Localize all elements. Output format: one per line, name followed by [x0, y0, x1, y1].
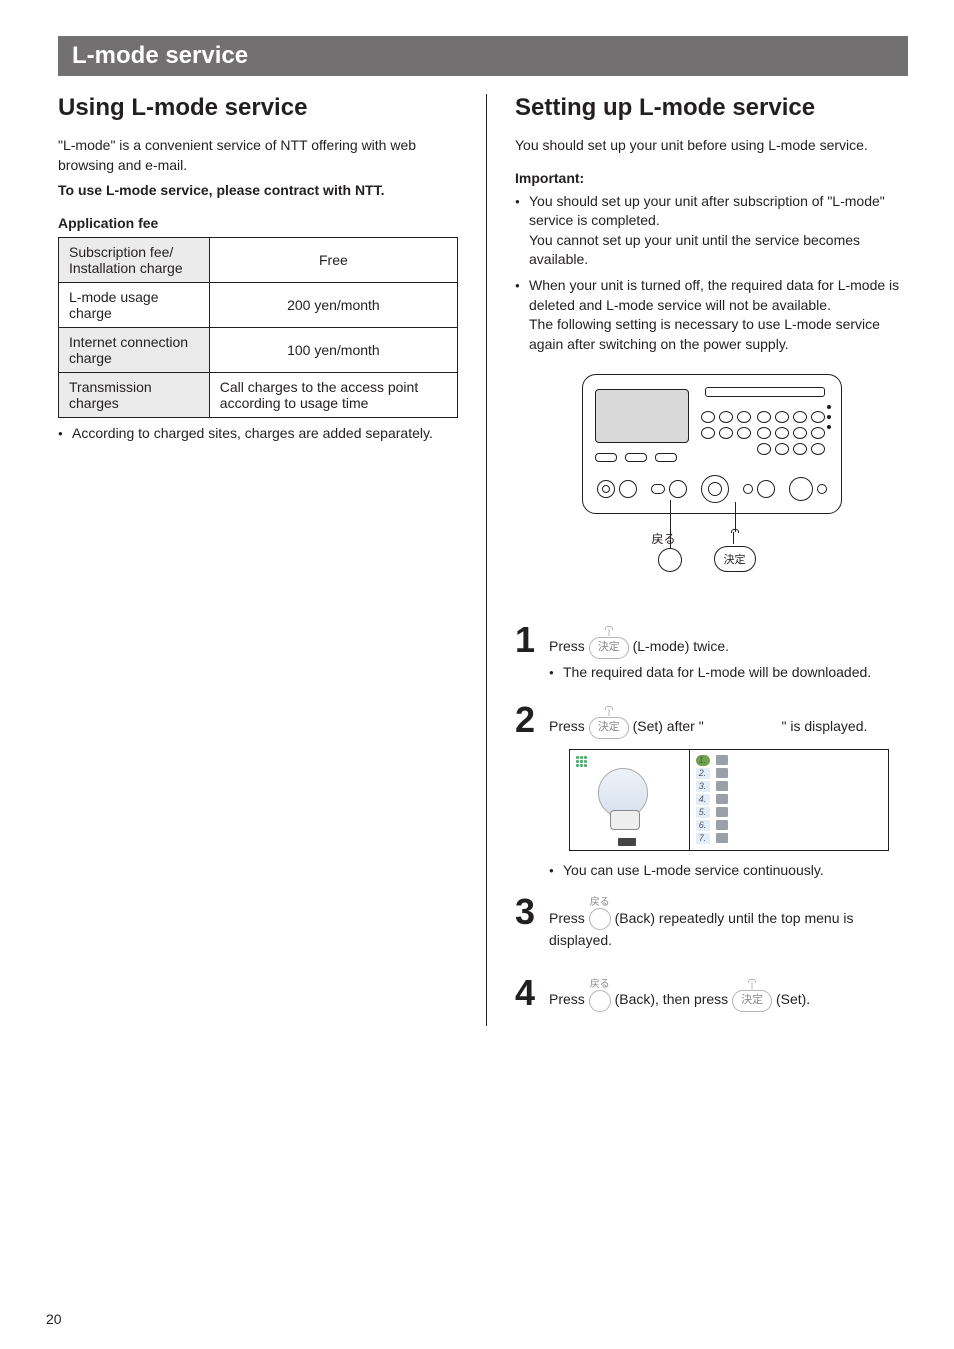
step-1: 1 Press 決定 (L-mode) twice. The required …	[515, 622, 908, 682]
step-text: " is displayed.	[781, 718, 867, 734]
step-text: (Set) after "	[633, 718, 704, 734]
set-button-icon: 決定	[589, 717, 629, 739]
list-item: 2.	[696, 767, 882, 780]
table-row: Transmission charges Call charges to the…	[59, 372, 458, 417]
important-bullet-2-cont: The following setting is necessary to us…	[515, 315, 908, 354]
right-heading: Setting up L-mode service	[515, 94, 908, 122]
table-row: L-mode usage charge 200 yen/month	[59, 282, 458, 327]
list-item: 5.	[696, 806, 882, 819]
step-2: 2 Press 決定 (Set) after " " is displayed.…	[515, 702, 908, 880]
step-text: Press	[549, 991, 589, 1007]
bullet-text: When your unit is turned off, the requir…	[529, 277, 899, 313]
important-bullet-1-cont: You cannot set up your unit until the se…	[515, 231, 908, 270]
fee-value: Free	[209, 237, 457, 282]
step-text: Press	[549, 910, 589, 926]
important-bullet-2: When your unit is turned off, the requir…	[515, 276, 908, 315]
screen-right-pane: 1. 2. 3. 4. 5. 6. 7.	[690, 750, 888, 850]
right-column: Setting up L-mode service You should set…	[486, 94, 908, 1026]
back-button-icon: 戻る	[589, 908, 611, 930]
fax-bottom-row	[597, 475, 827, 503]
fax-keypad-2	[701, 411, 825, 455]
page-number: 20	[46, 1311, 62, 1327]
menu-icon	[716, 833, 728, 843]
step-body: Press 決定 (L-mode) twice. The required da…	[549, 622, 908, 682]
fax-body	[582, 374, 842, 514]
signal-icon	[576, 756, 588, 768]
step-3: 3 Press 戻る (Back) repeatedly until the t…	[515, 894, 908, 951]
list-item: 6.	[696, 819, 882, 832]
menu-icon	[716, 794, 728, 804]
step-text: (L-mode) twice.	[633, 638, 729, 654]
fax-pill-row	[595, 453, 677, 462]
step-note: You can use L-mode service continuously.	[549, 861, 908, 881]
menu-icon	[716, 768, 728, 778]
bullet-text: You should set up your unit after subscr…	[529, 193, 885, 229]
base-icon	[618, 838, 636, 846]
step-number: 3	[515, 894, 541, 930]
fee-table: Subscription fee/ Installation charge Fr…	[58, 237, 458, 418]
fee-label: Internet connection charge	[59, 327, 210, 372]
step-body: Press 戻る (Back) repeatedly until the top…	[549, 894, 908, 951]
menu-icon	[716, 820, 728, 830]
fax-top-strip	[705, 387, 825, 397]
step-number: 4	[515, 975, 541, 1011]
fax-round-button	[597, 480, 615, 498]
table-row: Internet connection charge 100 yen/month	[59, 327, 458, 372]
phone-icon	[610, 810, 640, 830]
list-item: 4.	[696, 793, 882, 806]
fee-label: Subscription fee/ Installation charge	[59, 237, 210, 282]
fax-round-button	[619, 480, 637, 498]
set-button-icon: 決定	[589, 637, 629, 659]
menu-icon	[716, 781, 728, 791]
menu-icon	[716, 807, 728, 817]
fee-value: 100 yen/month	[209, 327, 457, 372]
right-para-1: You should set up your unit before using…	[515, 136, 908, 156]
step-text: Press	[549, 718, 589, 734]
menu-icon	[716, 755, 728, 765]
list-item: 1.	[696, 754, 882, 767]
fee-note: According to charged sites, charges are …	[58, 424, 458, 444]
fax-round-button	[757, 480, 775, 498]
fee-label: Transmission charges	[59, 372, 210, 417]
fax-round-button	[789, 477, 813, 501]
screen-left-pane	[570, 750, 690, 850]
fax-back-label: 戻る	[652, 530, 676, 547]
section-banner: L-mode service	[58, 36, 908, 76]
back-button-icon: 戻る	[589, 990, 611, 1012]
left-column: Using L-mode service "L-mode" is a conve…	[58, 94, 458, 1026]
list-item: 7.	[696, 832, 882, 845]
left-intro-1: "L-mode" is a convenient service of NTT …	[58, 136, 458, 175]
important-label: Important:	[515, 170, 908, 186]
left-intro-2: To use L-mode service, please contract w…	[58, 181, 458, 201]
step-number: 2	[515, 702, 541, 738]
step-4: 4 Press 戻る (Back), then press 決定 (Set).	[515, 975, 908, 1011]
step-text: (Back), then press	[615, 991, 733, 1007]
fee-heading: Application fee	[58, 215, 458, 231]
fax-round-button	[669, 480, 687, 498]
left-heading: Using L-mode service	[58, 94, 458, 122]
list-item: 3.	[696, 780, 882, 793]
fax-screen	[595, 389, 689, 443]
step-body: Press 戻る (Back), then press 決定 (Set).	[549, 975, 908, 1011]
fax-back-button-icon	[658, 548, 682, 572]
table-row: Subscription fee/ Installation charge Fr…	[59, 237, 458, 282]
step-body: Press 決定 (Set) after " " is displayed. 1…	[549, 702, 908, 880]
fax-set-button-icon: 決定	[714, 546, 756, 572]
fax-dpad	[701, 475, 729, 503]
step-note: The required data for L-mode will be dow…	[549, 663, 908, 683]
step-number: 1	[515, 622, 541, 658]
lmode-screen-figure: 1. 2. 3. 4. 5. 6. 7.	[569, 749, 889, 851]
fee-value: Call charges to the access point accordi…	[209, 372, 457, 417]
fee-value: 200 yen/month	[209, 282, 457, 327]
step-text: Press	[549, 638, 589, 654]
two-column-layout: Using L-mode service "L-mode" is a conve…	[58, 94, 908, 1026]
fax-illustration: 戻る 決定	[562, 374, 862, 594]
important-bullet-1: You should set up your unit after subscr…	[515, 192, 908, 231]
step-text: (Set).	[776, 991, 810, 1007]
set-button-icon: 決定	[732, 990, 772, 1012]
fee-label: L-mode usage charge	[59, 282, 210, 327]
